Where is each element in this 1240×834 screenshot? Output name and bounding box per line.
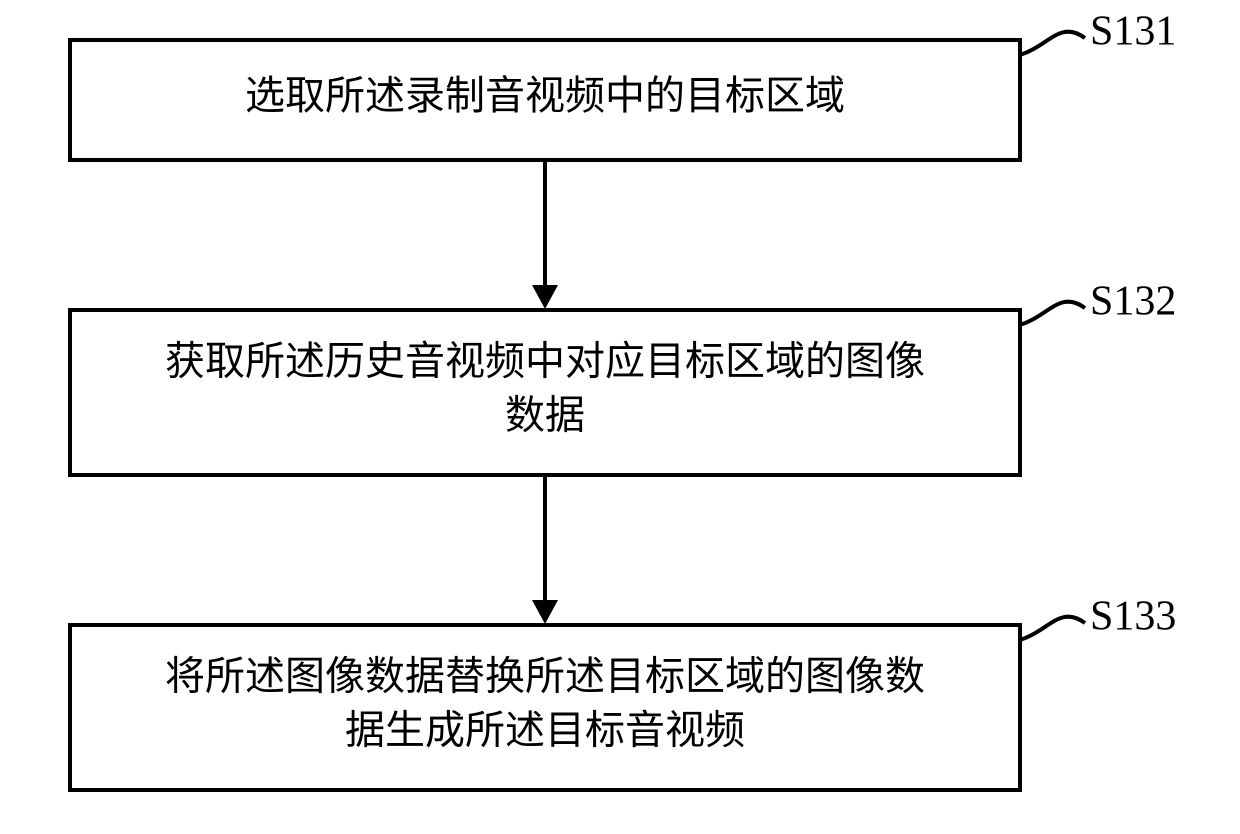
label-connector bbox=[1020, 302, 1085, 325]
flow-step-text: 据生成所述目标音视频 bbox=[345, 708, 745, 753]
flow-step-label: S133 bbox=[1090, 594, 1176, 640]
label-connector bbox=[1020, 617, 1085, 640]
flow-step-text: 获取所述历史音视频中对应目标区域的图像 bbox=[165, 339, 925, 384]
flow-step-text: 数据 bbox=[505, 393, 585, 438]
flow-step-text: 将所述图像数据替换所述目标区域的图像数 bbox=[165, 654, 925, 699]
flow-step-text: 选取所述录制音视频中的目标区域 bbox=[245, 73, 845, 118]
flow-step-label: S132 bbox=[1090, 279, 1176, 325]
flow-step-label: S131 bbox=[1090, 9, 1176, 55]
label-connector bbox=[1020, 32, 1085, 55]
flowchart-canvas: 选取所述录制音视频中的目标区域获取所述历史音视频中对应目标区域的图像数据将所述图… bbox=[0, 0, 1240, 834]
